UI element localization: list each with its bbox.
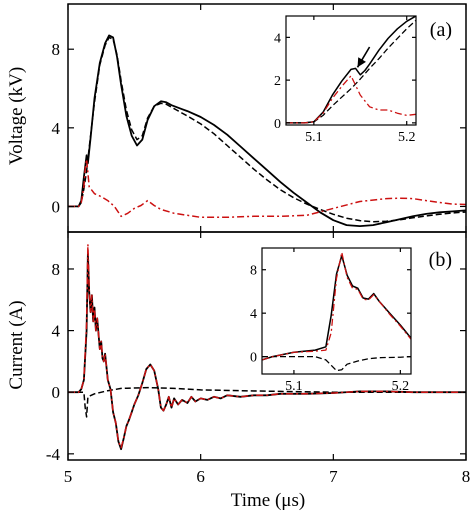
y-axis-label-voltage: Voltage (kV) <box>6 67 27 165</box>
panel-a-inset-xtick-label: 5.2 <box>398 130 416 145</box>
panel-a-inset-arrow-head <box>357 57 366 68</box>
panel-b-inset-xtick-label: 5.2 <box>392 379 410 394</box>
panel-a-voltage-chart: 0 4 8 (a) 0 2 4 5.1 5.2 <box>52 3 467 233</box>
panel-b-ytick-label: 4 <box>52 322 61 341</box>
panel-b-xtick-label: 5 <box>64 467 73 486</box>
panel-b-inset-series-dashdot-line <box>262 251 411 361</box>
panel-a-ytick-label: 4 <box>52 119 61 138</box>
panel-a-label: (a) <box>430 19 452 41</box>
panel-b-xtick-label: 6 <box>196 467 205 486</box>
panel-a-inset-ytick-label: 0 <box>274 117 281 132</box>
panel-a-series-group <box>68 34 466 228</box>
panel-b-inset-series-dashed-line <box>262 355 411 372</box>
panel-a-inset-xtick-label: 5.1 <box>305 130 323 145</box>
panel-b-inset-series-group <box>262 251 411 372</box>
panel-b-inset-frame <box>261 247 412 375</box>
panel-a-inset-ytick-label: 4 <box>274 31 281 46</box>
panel-a-series-dashdot-line <box>68 158 466 219</box>
panel-a-ytick-label: 0 <box>52 197 61 216</box>
panel-a-inset-ytick-label: 2 <box>274 74 281 89</box>
panel-b-inset: 0 4 8 5.1 5.2 <box>250 247 412 394</box>
panel-a-inset-series-group <box>286 16 416 124</box>
panel-b-series-group <box>68 243 466 451</box>
panel-b-current-chart: -4 0 4 8 5 6 7 8 (b) 0 4 8 5.1 5.2 <box>46 231 471 486</box>
panel-a-inset: 0 2 4 5.1 5.2 <box>274 15 417 145</box>
panel-b-ytick-label: 8 <box>52 260 61 279</box>
panel-b-inset-ytick-label: 0 <box>250 351 257 366</box>
panel-b-label: (b) <box>429 249 452 271</box>
panel-b-frame <box>67 231 467 461</box>
x-axis-label-time: Time (μs) <box>231 490 305 511</box>
panel-b-xtick-label: 7 <box>329 467 338 486</box>
panel-b-inset-xtick-label: 5.1 <box>285 379 303 394</box>
panel-b-ytick-label: -4 <box>46 445 61 464</box>
panel-b-inset-ytick-label: 4 <box>250 307 257 322</box>
panel-b-inset-ytick-label: 8 <box>250 264 257 279</box>
panel-b-ytick-label: 0 <box>52 383 61 402</box>
y-axis-label-current: Current (A) <box>6 300 27 389</box>
panel-a-inset-series-dashed-line <box>286 19 416 124</box>
panel-a-inset-frame <box>285 15 417 126</box>
panel-a-inset-series-dashdot-line <box>286 75 416 124</box>
panel-b-xtick-label: 8 <box>462 467 471 486</box>
panel-a-series-dashed-line <box>68 36 466 223</box>
panel-b-series-dashdot-line <box>68 243 466 449</box>
panel-a-ytick-label: 8 <box>52 40 61 59</box>
panel-b-inset-series-solid-line <box>262 254 411 361</box>
